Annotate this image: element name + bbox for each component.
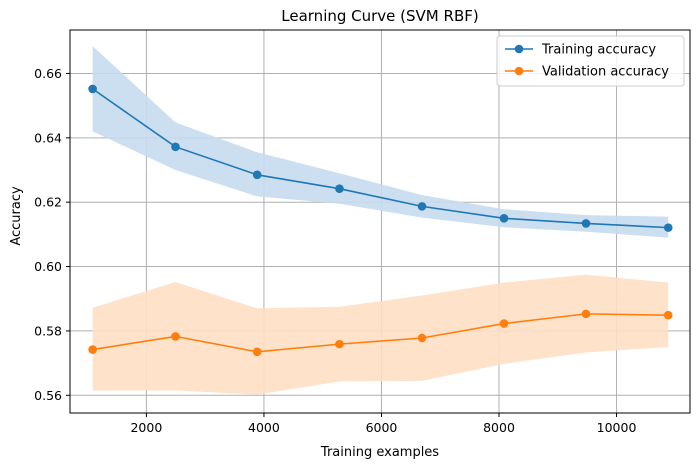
y-tick-label: 0.64	[34, 130, 62, 145]
x-tick-label: 8000	[483, 420, 515, 435]
chart-title: Learning Curve (SVM RBF)	[281, 7, 478, 25]
legend-marker-swatch	[514, 44, 524, 54]
legend-marker-swatch	[514, 66, 524, 76]
legend-box	[496, 35, 685, 87]
training-accuracy-point	[252, 170, 262, 180]
x-tick-label: 4000	[248, 420, 280, 435]
training-accuracy-band	[92, 46, 669, 238]
training-accuracy-point	[88, 84, 97, 94]
validation-accuracy-point	[252, 347, 262, 357]
y-tick-label: 0.66	[34, 66, 62, 81]
training-accuracy-point	[171, 142, 180, 152]
plot-frame	[69, 29, 691, 414]
axis-ticks: 2000 4000 6000 8000 10000 0.56 0.58 0.60 0.62 0.6…	[34, 66, 636, 435]
y-axis-label: Accuracy	[9, 186, 24, 246]
y-tick-label: 0.62	[34, 195, 62, 210]
validation-accuracy-point	[88, 345, 97, 354]
validation-accuracy-point	[581, 309, 591, 319]
legend-entry-label: Training accuracy	[541, 43, 656, 58]
training-accuracy-point	[663, 223, 673, 232]
training-accuracy-line	[92, 88, 669, 229]
series-lines	[92, 88, 669, 353]
training-accuracy-point	[499, 213, 509, 223]
x-tick-label: 10000	[597, 420, 637, 435]
validation-accuracy-point	[171, 332, 180, 341]
y-tick-label: 0.60	[34, 259, 62, 274]
x-tick-label: 2000	[130, 420, 162, 435]
x-axis-label: Training examples	[320, 445, 439, 460]
validation-accuracy-point	[417, 333, 427, 343]
legend: Training accuracy Validation accuracy	[496, 35, 685, 87]
validation-accuracy-point	[663, 310, 673, 320]
validation-accuracy-band	[92, 274, 669, 395]
training-accuracy-point	[581, 219, 591, 228]
validation-accuracy-line	[92, 313, 669, 353]
series-markers	[88, 84, 673, 357]
x-tick-label: 6000	[366, 420, 398, 435]
y-tick-label: 0.56	[34, 388, 62, 403]
legend-entry-label: Validation accuracy	[542, 65, 669, 80]
validation-accuracy-point	[499, 319, 509, 328]
validation-accuracy-point	[335, 339, 344, 349]
confidence-bands	[92, 46, 669, 395]
training-accuracy-point	[417, 202, 427, 211]
y-tick-label: 0.58	[34, 323, 62, 338]
training-accuracy-point	[335, 184, 344, 193]
